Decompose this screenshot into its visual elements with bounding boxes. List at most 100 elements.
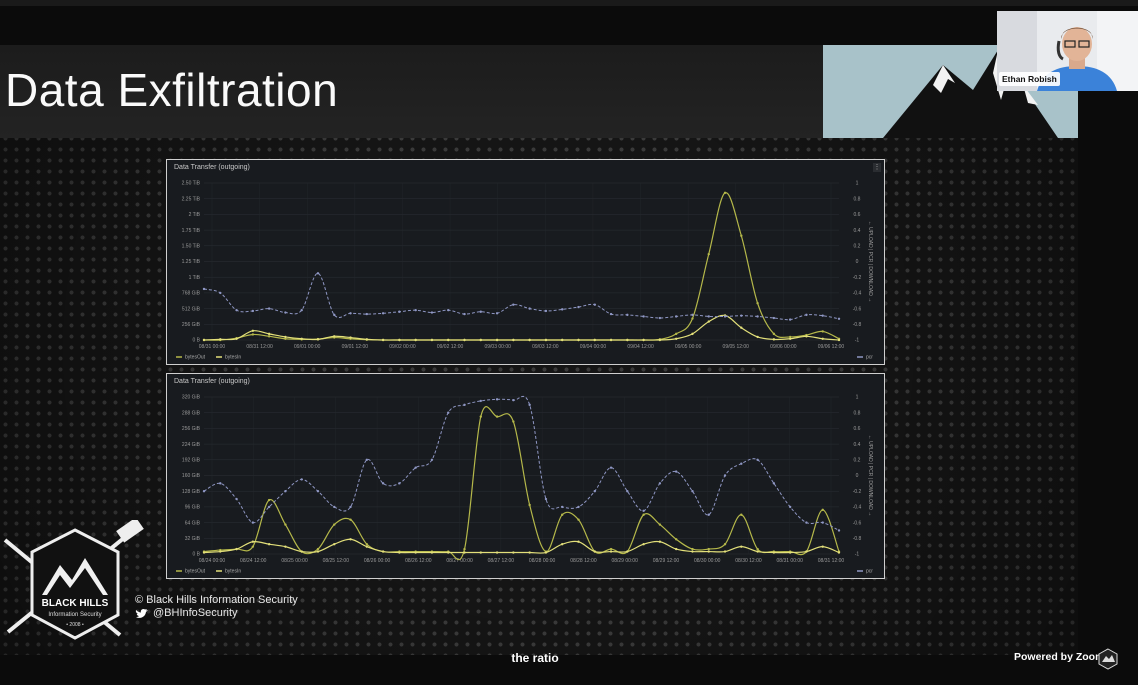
point-pcr <box>626 490 629 493</box>
point-bytesIn <box>593 338 596 342</box>
y-left-tick: 96 GiB <box>185 505 201 511</box>
point-pcr <box>251 521 255 524</box>
y-right-tick: 1 <box>856 395 859 401</box>
y-left-tick: 768 GiB <box>182 291 201 297</box>
legend-pcr: pcr <box>866 355 873 361</box>
point-bytesIn <box>805 550 808 553</box>
y-left-tick: 1.50 TiB <box>182 244 201 250</box>
point-bytesOut <box>463 547 466 551</box>
point-pcr <box>674 470 678 473</box>
x-tick: 08/26 12:00 <box>405 558 432 564</box>
point-bytesIn <box>267 332 271 336</box>
point-bytesIn <box>593 550 596 553</box>
point-bytesIn <box>740 326 743 329</box>
point-pcr <box>284 311 287 314</box>
logo-line-3: • 2008 • <box>66 622 84 628</box>
x-tick: 08/25 00:00 <box>281 558 308 564</box>
y-right-tick: -0.4 <box>853 291 862 297</box>
series-bytesOut-line <box>203 406 840 561</box>
y-right-tick: 0.4 <box>854 442 861 448</box>
point-bytesIn <box>528 551 531 554</box>
point-bytesIn <box>333 542 336 546</box>
point-bytesOut <box>316 547 320 551</box>
point-pcr <box>202 287 206 291</box>
point-bytesIn <box>463 551 466 554</box>
point-pcr <box>593 490 596 493</box>
point-bytesIn <box>495 338 499 342</box>
point-pcr <box>772 316 776 320</box>
point-pcr <box>642 509 645 513</box>
point-bytesIn <box>642 338 645 342</box>
y-left-tick: 192 GiB <box>182 458 201 464</box>
point-pcr <box>398 310 401 313</box>
x-tick: 08/29 00:00 <box>611 558 638 564</box>
point-pcr <box>756 315 759 318</box>
point-bytesOut <box>349 518 352 521</box>
point-pcr <box>837 529 841 532</box>
y-left-tick: 2.25 TiB <box>182 196 201 202</box>
point-pcr <box>626 313 629 317</box>
point-bytesIn <box>740 545 743 548</box>
point-bytesIn <box>381 550 385 553</box>
point-bytesIn <box>398 551 401 554</box>
point-bytesOut <box>251 545 255 548</box>
y-right-tick: -0.8 <box>853 536 862 542</box>
point-bytesOut <box>740 234 743 237</box>
point-pcr <box>414 308 417 312</box>
point-pcr <box>707 315 710 318</box>
series-pcr-line <box>203 272 840 321</box>
y-left-tick: 160 GiB <box>182 473 201 479</box>
participant-video[interactable]: Ethan Robish <box>997 11 1138 91</box>
point-bytesIn <box>349 538 352 541</box>
point-bytesIn <box>430 551 434 554</box>
window-top-bar <box>0 0 1138 6</box>
point-pcr <box>772 482 776 485</box>
point-bytesIn <box>544 551 548 554</box>
y-right-tick: 0.2 <box>854 458 861 464</box>
chart-2-svg: 0 B 32 GiB 64 GiB 96 GiB 128 GiB 160 GiB 192 G… <box>176 395 873 575</box>
point-bytesIn <box>772 551 776 554</box>
y-left-tick: 1 TiB <box>189 275 201 281</box>
point-pcr <box>658 316 662 320</box>
y-left-tick: 320 GiB <box>182 395 201 401</box>
point-bytesOut <box>723 542 727 546</box>
y-right-tick: -0.4 <box>853 505 862 511</box>
panel-menu-icon[interactable]: ⋮ <box>873 163 881 172</box>
logo-line-1: BLACK HILLS <box>42 598 109 609</box>
x-tick: 08/28 12:00 <box>570 558 597 564</box>
y-right-axis-label: ← UPLOAD | PCR | DOWNLOAD → <box>867 221 873 303</box>
point-bytesIn <box>658 540 662 543</box>
point-bytesOut <box>707 547 710 551</box>
y-left-tick: 1.75 TiB <box>182 228 201 234</box>
x-tick: 09/03 12:00 <box>532 344 559 350</box>
x-tick: 09/06 00:00 <box>770 344 797 350</box>
chart-panel-1[interactable]: 0 B 256 GiB 512 GiB 768 GiB 1 TiB 1.25 TiB 1.5… <box>166 159 885 365</box>
point-pcr <box>756 458 759 461</box>
chart-1-svg: 0 B 256 GiB 512 GiB 768 GiB 1 TiB 1.25 TiB 1.5… <box>176 181 873 361</box>
point-bytesIn <box>577 338 580 342</box>
point-bytesIn <box>658 338 662 342</box>
point-bytesOut <box>267 335 271 338</box>
point-pcr <box>316 490 320 493</box>
point-bytesIn <box>202 551 206 554</box>
point-pcr <box>577 505 580 509</box>
powered-by-label: Powered by Zoom <box>1014 651 1105 663</box>
point-pcr <box>512 398 515 402</box>
point-bytesIn <box>479 551 482 554</box>
chart-panel-2[interactable]: 0 B 32 GiB 64 GiB 96 GiB 128 GiB 160 GiB 192 G… <box>166 373 885 579</box>
y-right-axis-label: ← UPLOAD | PCR | DOWNLOAD → <box>867 435 873 517</box>
point-bytesIn <box>561 542 564 546</box>
point-bytesIn <box>788 337 792 340</box>
point-bytesIn <box>837 551 841 554</box>
logo-icon: BLACK HILLS Information Security • 2008 … <box>3 517 144 640</box>
y-left-tick: 64 GiB <box>185 520 201 526</box>
point-pcr <box>447 411 450 414</box>
y-right-tick: -0.6 <box>853 306 862 312</box>
bhis-small-logo-icon <box>1098 648 1118 670</box>
point-bytesIn <box>365 545 369 548</box>
point-bytesIn <box>251 329 255 333</box>
x-tick: 08/31 00:00 <box>199 344 226 350</box>
point-bytesIn <box>414 551 417 554</box>
point-pcr <box>398 482 401 485</box>
presentation-slide: Data Exfiltration 0 B 256 GiB 512 GiB 768 G… <box>0 45 1078 655</box>
